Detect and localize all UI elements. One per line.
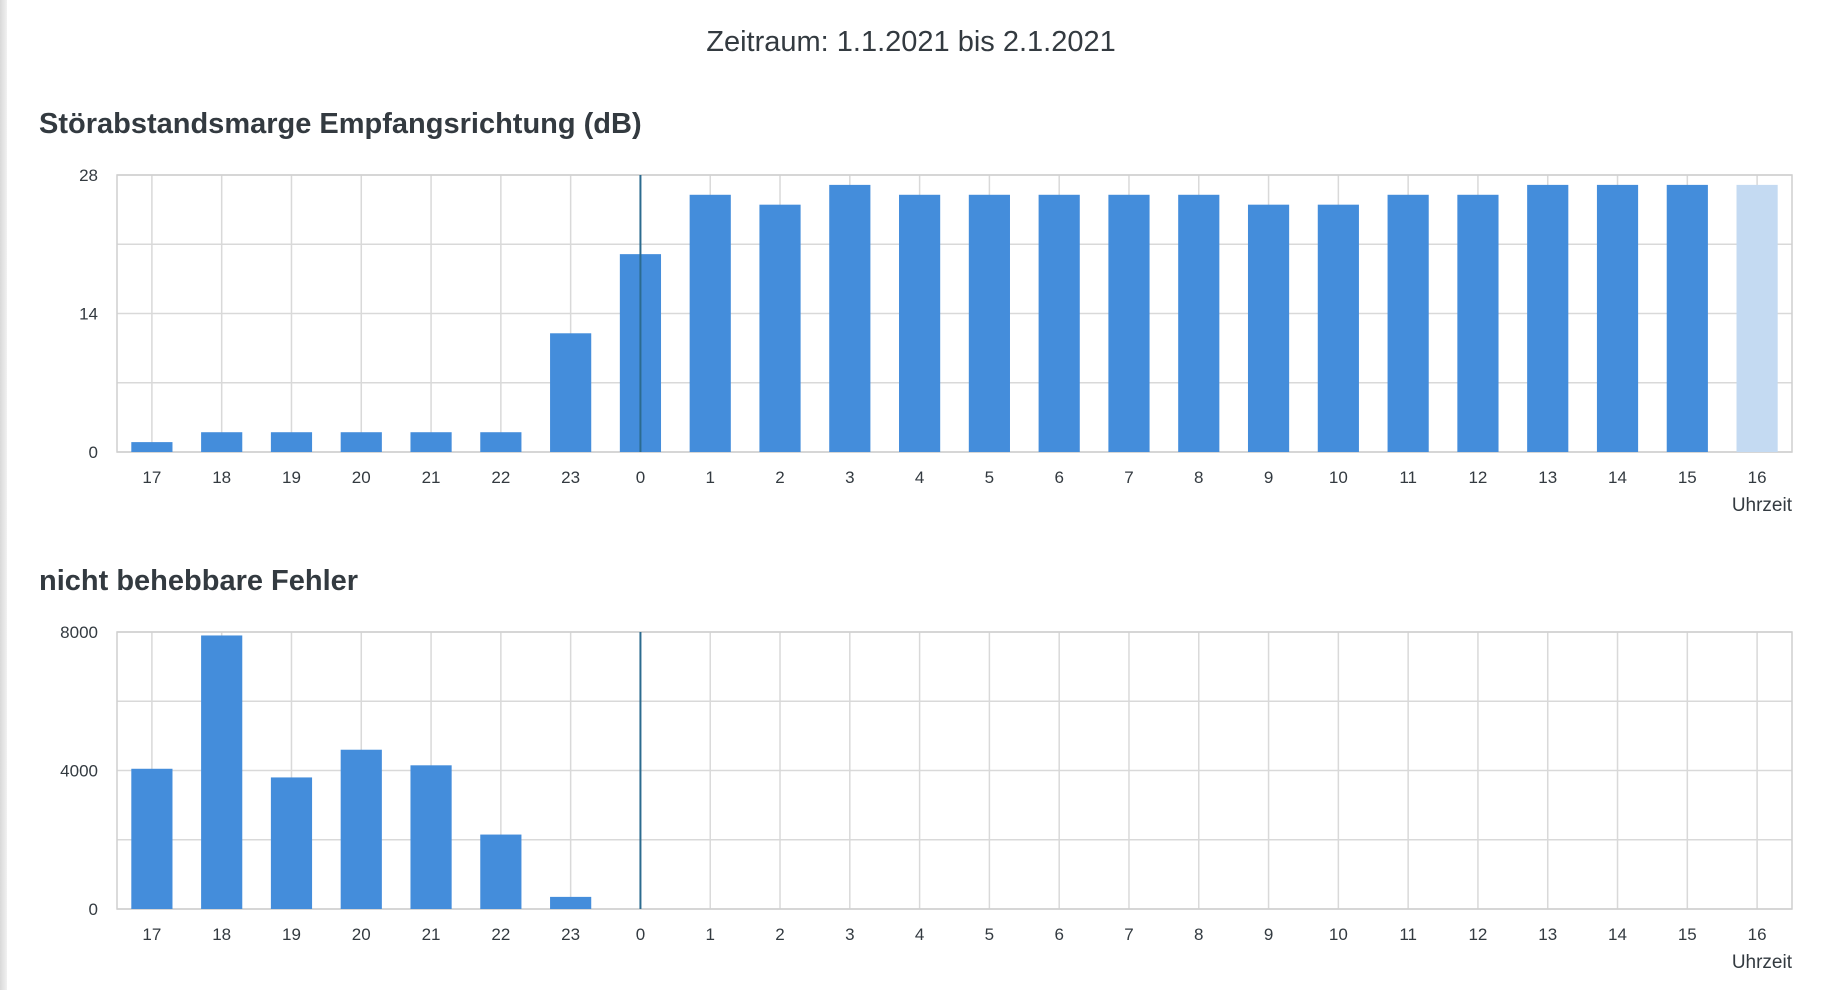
snr-bar-7 bbox=[1108, 194, 1150, 452]
snr-bar-23 bbox=[550, 333, 592, 452]
err-xtick: 4 bbox=[915, 925, 924, 944]
err-xtick: 2 bbox=[775, 925, 784, 944]
snr-xtick: 15 bbox=[1678, 468, 1697, 487]
snr-bar-1 bbox=[689, 194, 731, 452]
snr-xtick: 4 bbox=[915, 468, 924, 487]
snr-ytick: 0 bbox=[89, 443, 98, 462]
err-xaxis-title: Uhrzeit bbox=[1732, 952, 1793, 973]
snr-bar-13 bbox=[1527, 184, 1569, 452]
err-bar-23 bbox=[550, 896, 592, 909]
snr-xtick: 13 bbox=[1538, 468, 1557, 487]
err-bar-19 bbox=[270, 777, 313, 909]
snr-bar-4 bbox=[899, 194, 941, 452]
err-bar-20 bbox=[340, 749, 382, 909]
snr-xtick: 1 bbox=[705, 468, 714, 487]
err-bar-17 bbox=[131, 768, 173, 909]
err-xtick: 5 bbox=[985, 925, 994, 944]
snr-xtick: 16 bbox=[1748, 468, 1767, 487]
snr-xaxis-title: Uhrzeit bbox=[1732, 495, 1793, 516]
err-xtick: 22 bbox=[491, 925, 510, 944]
err-xtick: 12 bbox=[1468, 925, 1487, 944]
snr-xtick: 22 bbox=[491, 468, 510, 487]
err-xtick: 16 bbox=[1748, 925, 1767, 944]
err-xtick: 1 bbox=[705, 925, 714, 944]
err-bar-18 bbox=[201, 635, 243, 909]
snr-xtick: 6 bbox=[1054, 468, 1063, 487]
snr-bar-20 bbox=[340, 432, 382, 452]
snr-bar-12 bbox=[1457, 194, 1499, 452]
snr-bar-5 bbox=[968, 194, 1010, 452]
snr-xtick: 18 bbox=[212, 468, 231, 487]
snr-xtick: 11 bbox=[1399, 468, 1417, 487]
chart-title-snr: Störabstandsmarge Empfangsrichtung (dB) bbox=[39, 108, 642, 140]
snr-xtick: 12 bbox=[1468, 468, 1487, 487]
snr-xtick: 7 bbox=[1124, 468, 1133, 487]
err-xtick: 23 bbox=[561, 925, 580, 944]
snr-xtick: 8 bbox=[1194, 468, 1203, 487]
err-xtick: 13 bbox=[1538, 925, 1557, 944]
chart-title-errors: nicht behebbare Fehler bbox=[39, 565, 359, 597]
err-xtick: 19 bbox=[282, 925, 301, 944]
err-xtick: 14 bbox=[1608, 925, 1627, 944]
snr-bar-22 bbox=[480, 432, 522, 452]
err-xtick: 8 bbox=[1194, 925, 1203, 944]
snr-xtick: 19 bbox=[282, 468, 301, 487]
snr-xtick: 5 bbox=[985, 468, 994, 487]
snr-xtick: 0 bbox=[636, 468, 645, 487]
period-label: Zeitraum: 1.1.2021 bis 2.1.2021 bbox=[706, 26, 1116, 58]
err-xtick: 10 bbox=[1329, 925, 1348, 944]
err-xtick: 9 bbox=[1264, 925, 1273, 944]
err-xtick: 18 bbox=[212, 925, 231, 944]
snr-bar-2 bbox=[759, 204, 801, 452]
snr-bar-8 bbox=[1178, 194, 1220, 452]
snr-bar-19 bbox=[270, 432, 313, 452]
snr-bar-16 bbox=[1736, 184, 1778, 452]
snr-bar-3 bbox=[829, 184, 871, 452]
snr-bar-11 bbox=[1387, 194, 1429, 452]
err-xtick: 6 bbox=[1054, 925, 1063, 944]
err-xtick: 21 bbox=[422, 925, 441, 944]
snr-xtick: 3 bbox=[845, 468, 854, 487]
snr-xtick: 20 bbox=[352, 468, 371, 487]
snr-xtick: 14 bbox=[1608, 468, 1627, 487]
window-edge bbox=[0, 0, 7, 990]
snr-bar-6 bbox=[1038, 194, 1080, 452]
snr-xtick: 17 bbox=[142, 468, 161, 487]
snr-bar-9 bbox=[1247, 204, 1290, 452]
snr-bar-17 bbox=[131, 442, 173, 452]
err-xtick: 11 bbox=[1399, 925, 1417, 944]
snr-xtick: 2 bbox=[775, 468, 784, 487]
snr-ytick: 28 bbox=[79, 166, 98, 185]
err-ytick: 0 bbox=[89, 900, 98, 919]
snr-ytick: 14 bbox=[79, 305, 98, 324]
err-bar-22 bbox=[480, 834, 522, 909]
err-bar-21 bbox=[410, 765, 452, 909]
err-xtick: 0 bbox=[636, 925, 645, 944]
snr-bar-21 bbox=[410, 432, 452, 452]
snr-bar-10 bbox=[1317, 204, 1359, 452]
err-xtick: 15 bbox=[1678, 925, 1697, 944]
err-xtick: 3 bbox=[845, 925, 854, 944]
snr-xtick: 9 bbox=[1264, 468, 1273, 487]
err-ytick: 8000 bbox=[60, 623, 98, 642]
err-xtick: 20 bbox=[352, 925, 371, 944]
err-xtick: 17 bbox=[142, 925, 161, 944]
snr-xtick: 23 bbox=[561, 468, 580, 487]
err-ytick: 4000 bbox=[60, 762, 98, 781]
snr-xtick: 21 bbox=[422, 468, 441, 487]
snr-xtick: 10 bbox=[1329, 468, 1348, 487]
err-xtick: 7 bbox=[1124, 925, 1133, 944]
snr-bar-18 bbox=[201, 432, 243, 452]
err-plot-frame bbox=[116, 631, 1793, 910]
snr-bar-15 bbox=[1666, 184, 1708, 452]
snr-bar-14 bbox=[1596, 184, 1639, 452]
snr-plot-frame bbox=[116, 174, 1793, 453]
